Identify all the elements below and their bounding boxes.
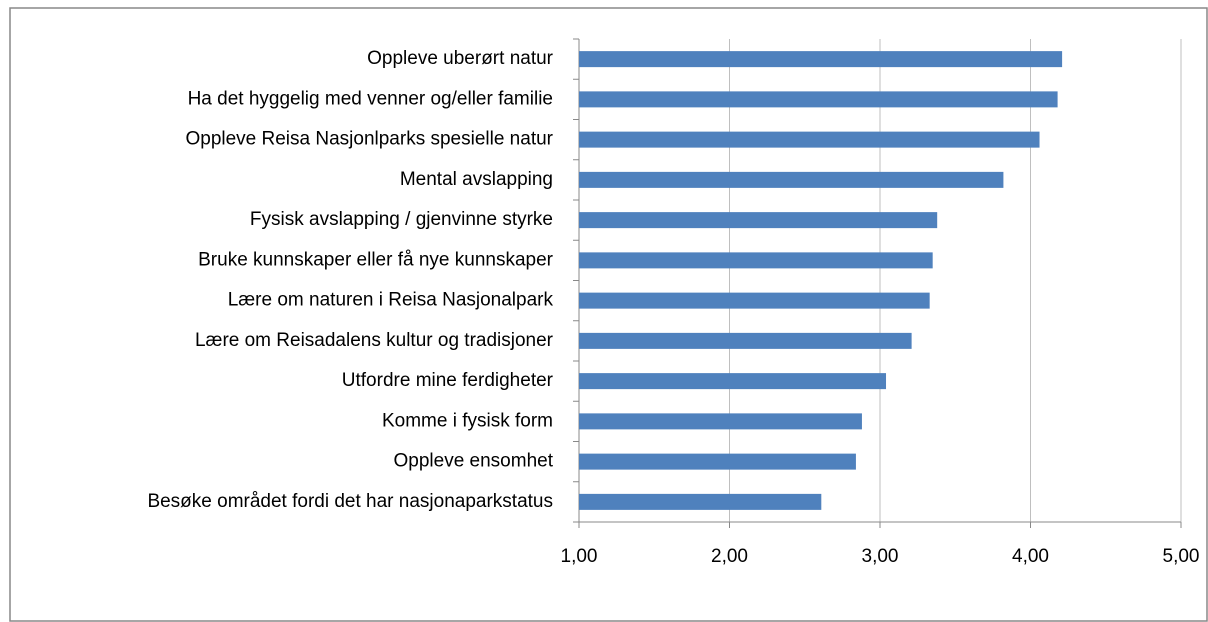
bar (579, 252, 933, 269)
bar (579, 292, 930, 309)
y-tick-label: Fysisk avslapping / gjenvinne styrke (250, 209, 553, 230)
y-tick-label: Komme i fysisk form (382, 410, 553, 431)
x-tick-label: 5,00 (1163, 546, 1200, 567)
bar (579, 332, 912, 349)
bar (579, 453, 856, 470)
bar (579, 212, 938, 229)
chart-frame (9, 7, 1208, 622)
y-tick-label: Oppleve Reisa Nasjonlparks spesielle nat… (185, 129, 553, 150)
bar (579, 373, 887, 390)
bar (579, 131, 1040, 148)
bar (579, 493, 822, 510)
y-tick-label: Bruke kunnskaper eller få nye kunnskaper (198, 249, 554, 270)
y-tick-label: Ha det hyggelig med venner og/eller fami… (188, 88, 553, 109)
bar (579, 91, 1058, 108)
x-tick-label: 4,00 (1012, 546, 1049, 567)
y-tick-label: Oppleve ensomhet (394, 451, 554, 472)
bar (579, 171, 1004, 188)
y-tick-label: Lære om Reisadalens kultur og tradisjone… (195, 330, 554, 351)
y-tick-label: Utfordre mine ferdigheter (342, 370, 554, 391)
bar (579, 51, 1063, 68)
x-tick-label: 1,00 (561, 546, 598, 567)
bar (579, 413, 862, 430)
x-tick-label: 3,00 (862, 546, 899, 567)
y-tick-label: Lære om naturen i Reisa Nasjonalpark (228, 290, 554, 311)
y-tick-label: Besøke området fordi det har nasjonapark… (147, 491, 553, 512)
y-tick-label: Mental avslapping (400, 169, 553, 190)
y-tick-label: Oppleve uberørt natur (367, 48, 554, 69)
x-tick-label: 2,00 (711, 546, 748, 567)
